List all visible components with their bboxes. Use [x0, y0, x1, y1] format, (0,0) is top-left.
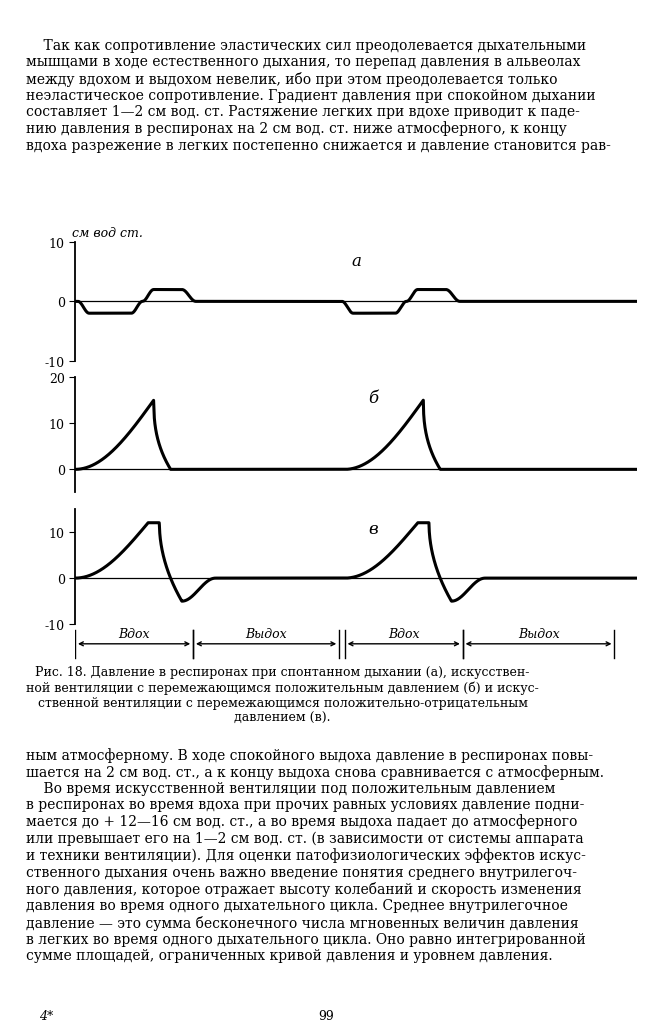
Text: Вдох: Вдох — [118, 628, 150, 640]
Text: б: б — [368, 389, 378, 406]
Text: 99: 99 — [319, 1009, 334, 1022]
Text: Так как сопротивление эластических сил преодолевается дыхательными
мышцами в ход: Так как сопротивление эластических сил п… — [26, 39, 611, 152]
Text: 4*: 4* — [39, 1009, 54, 1022]
Text: а: а — [351, 252, 361, 270]
Text: Вдох: Вдох — [388, 628, 419, 640]
Text: Выдох: Выдох — [246, 628, 287, 640]
Text: ным атмосферному. В ходе спокойного выдоха давление в респиронах повы-
шается на: ным атмосферному. В ходе спокойного выдо… — [26, 747, 604, 962]
Text: Выдох: Выдох — [518, 628, 559, 640]
Text: в: в — [368, 521, 377, 538]
Text: см вод ст.: см вод ст. — [72, 226, 143, 240]
Text: Рис. 18. Давление в респиронах при спонтанном дыхании (а), искусствен-
ной венти: Рис. 18. Давление в респиронах при спонт… — [26, 666, 539, 724]
